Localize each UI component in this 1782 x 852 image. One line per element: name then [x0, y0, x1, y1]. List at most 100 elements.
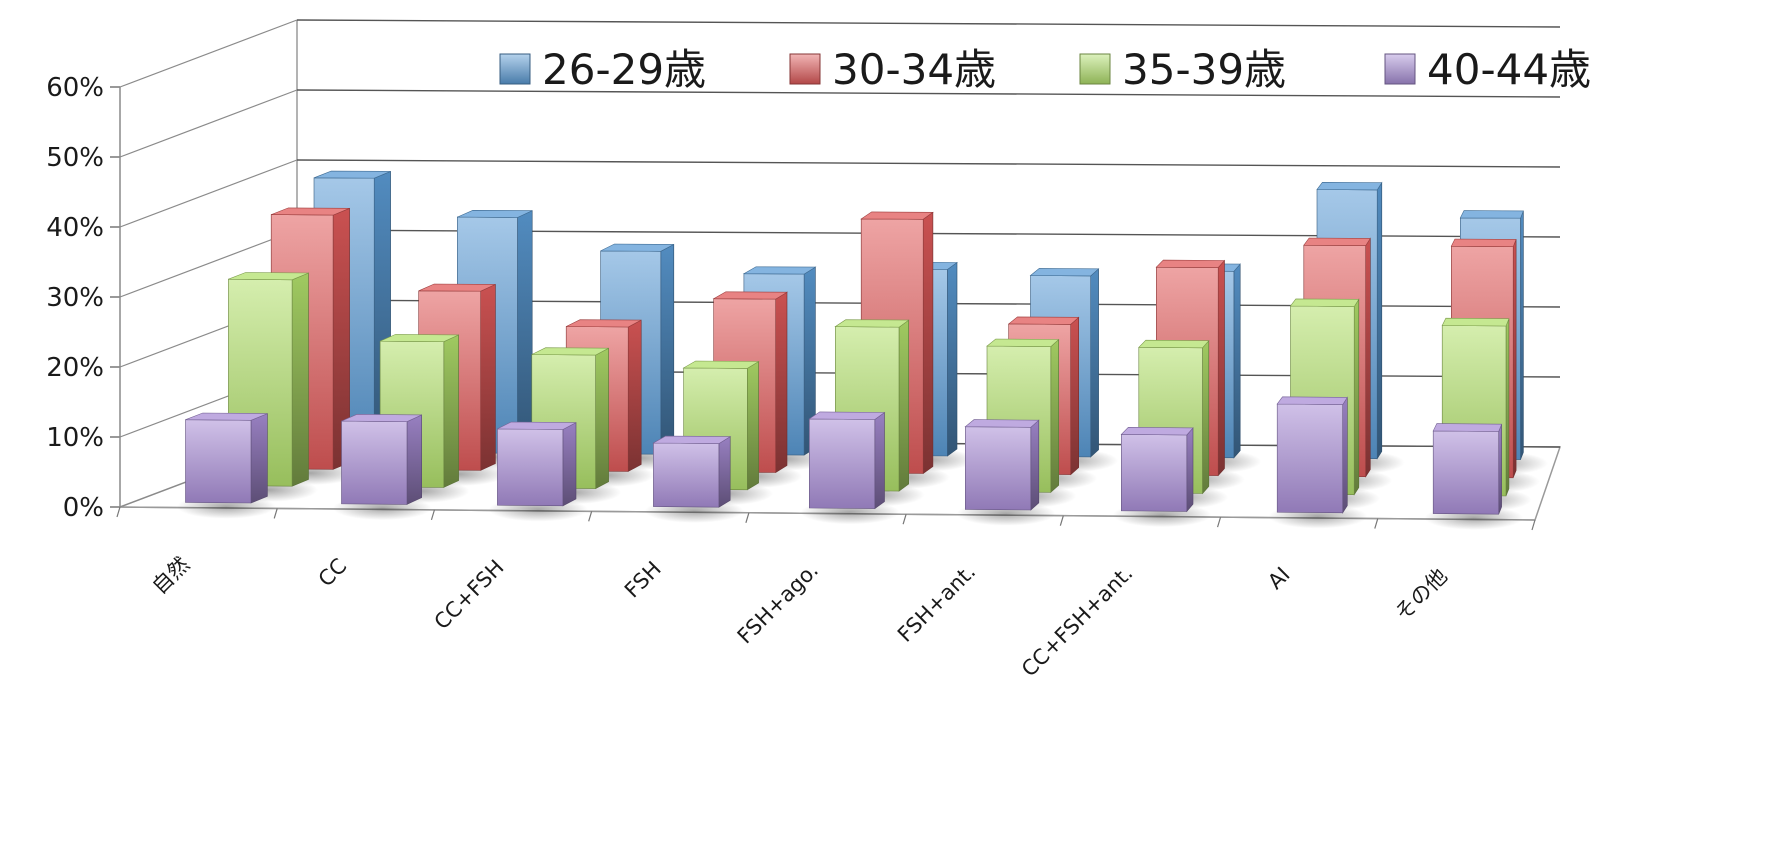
y-tick-label: 50%: [46, 143, 104, 173]
gridline-side: [119, 229, 298, 298]
bar-top-face: [1316, 181, 1383, 191]
bar-top-face: [1120, 426, 1194, 436]
legend-item: 30-34歳: [789, 45, 996, 94]
bar-side-face: [562, 422, 577, 507]
bar-top-face: [1450, 238, 1517, 248]
bar-front-face: [497, 428, 564, 507]
bar-top-face: [185, 412, 268, 421]
bar-side-face: [874, 411, 885, 510]
bar-side-face: [1512, 239, 1517, 478]
bar-top-face: [652, 435, 732, 444]
bar-front-face: [1121, 434, 1188, 512]
x-category-label: AI: [1263, 562, 1295, 594]
bar-top-face: [1303, 237, 1371, 246]
x-category-label: CC+FSH+ant.: [1017, 561, 1138, 682]
bar-top-face: [271, 207, 350, 216]
y-tick-label: 0%: [63, 493, 104, 523]
bar-top-face: [418, 283, 496, 292]
bar-side-face: [1376, 181, 1383, 460]
legend-item: 40-44歳: [1384, 45, 1591, 94]
bar-side-face: [1353, 298, 1360, 496]
bar-top-face: [457, 209, 533, 218]
bar-top-face: [986, 338, 1060, 347]
bar-side-face: [922, 211, 934, 475]
bar: [956, 419, 1056, 526]
bars: [176, 170, 1548, 530]
bar-side-face: [595, 347, 609, 490]
bar-top-face: [682, 360, 760, 369]
legend-swatch: [1079, 53, 1111, 85]
legend-item: 26-29歳: [499, 45, 706, 94]
bar-side-face: [291, 272, 309, 487]
bar-top-face: [808, 411, 886, 420]
bar-top-face: [497, 421, 577, 430]
y-tick-label: 40%: [46, 213, 104, 243]
x-category-label: CC: [314, 554, 352, 592]
bar-side-face: [1030, 419, 1040, 511]
bar-side-face: [1365, 237, 1371, 478]
bar-side-face: [627, 319, 642, 472]
x-tick-mark: [1059, 515, 1064, 526]
bar-side-face: [1233, 263, 1241, 459]
value-axis: 0% 10% 20% 30% 40% 50% 60%: [46, 73, 121, 523]
bar-top-face: [742, 266, 817, 275]
x-category-label: その他: [1390, 564, 1452, 626]
bar-side-face: [443, 334, 459, 488]
legend-swatch: [499, 53, 531, 85]
bar-top-face: [1441, 317, 1510, 327]
bar-top-face: [1459, 210, 1524, 219]
legend-swatch: [789, 53, 821, 85]
bar-side-face: [480, 283, 496, 471]
bar-side-face: [1186, 427, 1194, 513]
bar: [1268, 396, 1368, 529]
bar-top-face: [712, 291, 789, 300]
x-category-label: CC+FSH: [430, 555, 509, 634]
gridline-back: [296, 159, 1561, 168]
legend-swatch: [1384, 53, 1416, 85]
y-tick-label: 10%: [46, 423, 104, 453]
bar-side-face: [718, 436, 731, 508]
bar-side-face: [406, 414, 423, 505]
bar: [1112, 426, 1212, 528]
bar-top-face: [1138, 339, 1210, 349]
bar-top-face: [1007, 316, 1080, 325]
bar-top-face: [964, 419, 1040, 428]
bar: [488, 421, 588, 522]
bar-side-face: [775, 291, 788, 474]
x-tick-mark: [430, 509, 436, 521]
bar-side-face: [1217, 259, 1225, 477]
bar-top-face: [566, 319, 642, 328]
bar-top-face: [860, 211, 934, 220]
bar-top-face: [313, 170, 391, 179]
x-tick-mark: [1216, 516, 1222, 528]
gridline-side: [119, 89, 298, 158]
x-category-label: FSH: [620, 557, 666, 603]
bar: [332, 413, 432, 521]
bar-side-face: [1090, 268, 1099, 458]
x-tick-mark: [745, 512, 750, 523]
legend-item: 35-39歳: [1079, 45, 1286, 94]
bar-side-face: [1505, 318, 1510, 497]
bar: [800, 411, 900, 525]
bar-side-face: [1202, 339, 1210, 495]
gridline-side: [119, 159, 298, 228]
bar-top-face: [531, 347, 609, 356]
gridline-side: [119, 19, 298, 88]
x-category-label: FSH+ant.: [893, 560, 980, 647]
bar-front-face: [341, 420, 408, 505]
bar: [1424, 423, 1524, 530]
y-tick-label: 60%: [46, 73, 104, 103]
bar-top-face: [228, 272, 309, 281]
legend-label: 26-29歳: [542, 45, 706, 94]
bar-top-face: [1276, 396, 1348, 405]
bar-front-face: [808, 418, 876, 509]
bar: [644, 435, 744, 523]
bar-side-face: [947, 261, 958, 457]
bar-top-face: [834, 319, 910, 328]
bar-side-face: [746, 360, 759, 491]
x-tick-mark: [588, 511, 593, 522]
bar-front-face: [964, 426, 1032, 511]
x-tick-mark: [1374, 518, 1379, 529]
